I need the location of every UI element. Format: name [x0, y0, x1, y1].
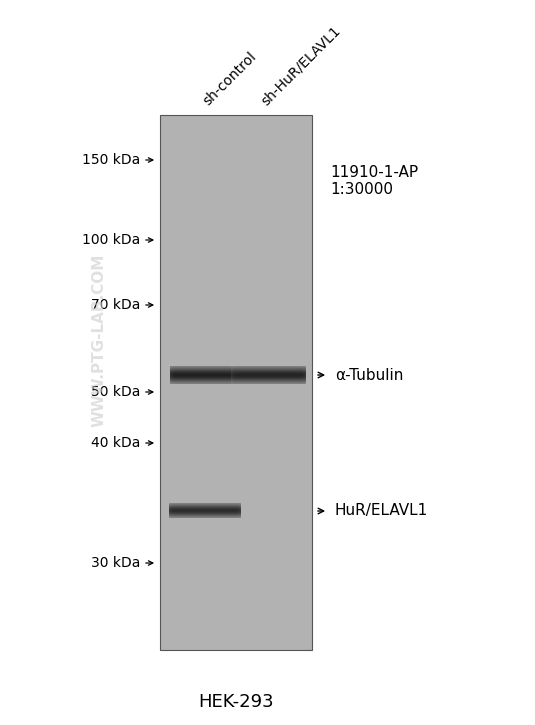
Text: 70 kDa: 70 kDa: [90, 298, 140, 312]
Text: 100 kDa: 100 kDa: [82, 233, 140, 247]
Bar: [160, 115, 312, 650]
Text: sh-control: sh-control: [200, 49, 259, 108]
Text: HuR/ELAVL1: HuR/ELAVL1: [335, 503, 428, 518]
Text: 30 kDa: 30 kDa: [90, 556, 140, 570]
Text: HEK-293: HEK-293: [198, 693, 274, 711]
Text: 11910-1-AP
1:30000: 11910-1-AP 1:30000: [330, 165, 418, 197]
Text: 50 kDa: 50 kDa: [90, 385, 140, 399]
Text: sh-HuR/ELAVL1: sh-HuR/ELAVL1: [258, 23, 343, 108]
Text: WWW.PTG-LAB.COM: WWW.PTG-LAB.COM: [91, 254, 106, 428]
Text: 150 kDa: 150 kDa: [82, 153, 140, 167]
Text: 40 kDa: 40 kDa: [90, 436, 140, 450]
Text: α-Tubulin: α-Tubulin: [335, 368, 403, 383]
